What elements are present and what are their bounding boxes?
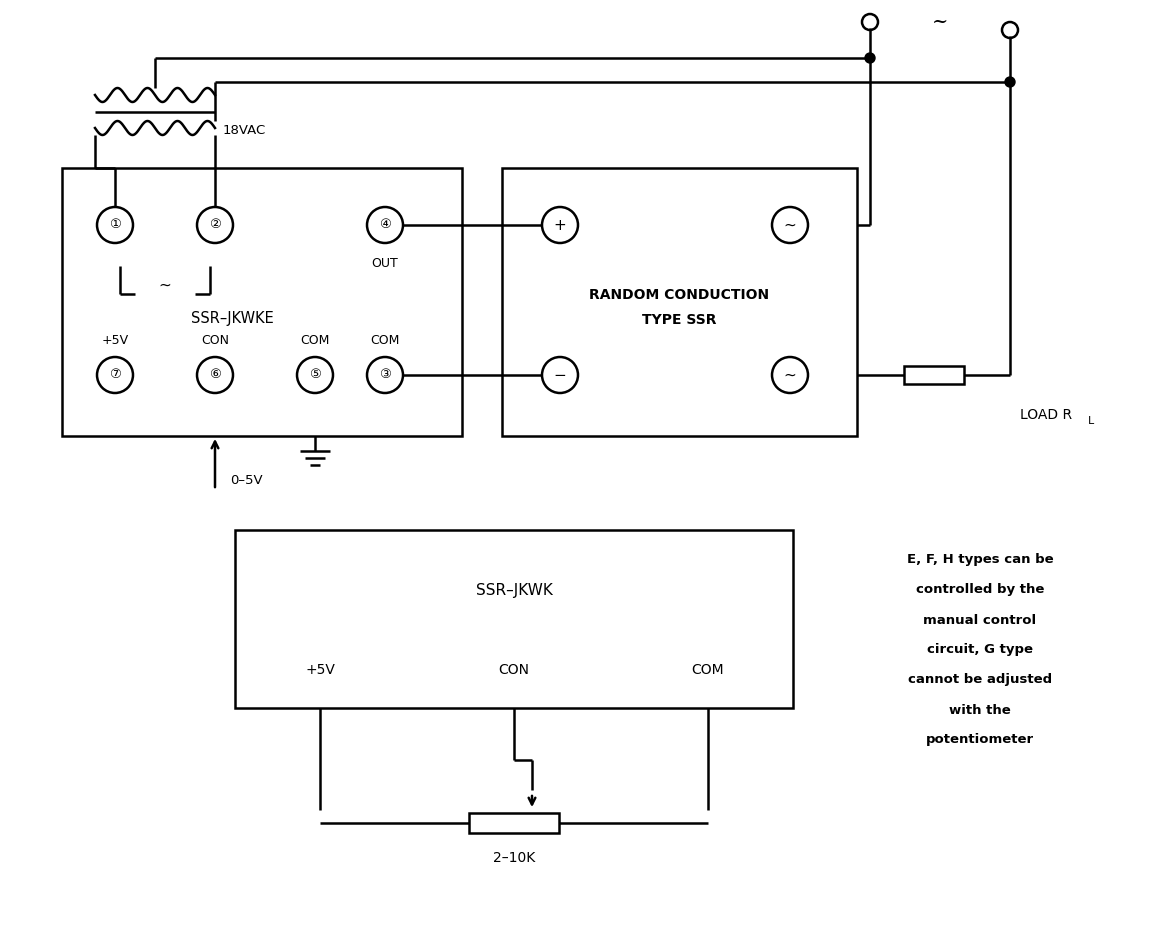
Text: ~: ~ [783, 367, 796, 383]
Text: TYPE SSR: TYPE SSR [642, 313, 716, 327]
Circle shape [772, 207, 808, 243]
Circle shape [197, 357, 233, 393]
Text: circuit, G type: circuit, G type [927, 644, 1033, 657]
Text: RANDOM CONDUCTION: RANDOM CONDUCTION [590, 288, 769, 302]
Circle shape [1005, 77, 1015, 87]
Text: ②: ② [209, 219, 221, 231]
Text: 18VAC: 18VAC [223, 125, 267, 137]
Text: ①: ① [109, 219, 121, 231]
Text: potentiometer: potentiometer [926, 733, 1034, 746]
Text: COM: COM [691, 663, 724, 677]
Circle shape [367, 207, 402, 243]
Text: E, F, H types can be: E, F, H types can be [906, 553, 1053, 566]
Text: with the: with the [949, 704, 1011, 717]
Text: LOAD R: LOAD R [1020, 408, 1072, 422]
Text: ③: ③ [380, 368, 391, 382]
Circle shape [367, 357, 402, 393]
Text: 2–10K: 2–10K [493, 851, 535, 865]
Bar [469, 813, 559, 833]
Circle shape [297, 357, 333, 393]
Text: 0–5V: 0–5V [230, 473, 262, 486]
Text: −: − [553, 367, 566, 383]
Circle shape [1002, 22, 1018, 38]
Text: ~: ~ [159, 277, 171, 292]
Bar [904, 366, 964, 384]
Text: ⑤: ⑤ [309, 368, 321, 382]
Text: COM: COM [370, 334, 400, 347]
Circle shape [197, 207, 233, 243]
Text: +: + [553, 217, 566, 232]
Bar [235, 530, 794, 708]
Text: manual control: manual control [923, 613, 1036, 626]
Text: OUT: OUT [371, 257, 398, 270]
Text: CON: CON [498, 663, 529, 677]
Circle shape [542, 207, 578, 243]
Text: ~: ~ [783, 217, 796, 232]
Text: ④: ④ [380, 219, 391, 231]
Circle shape [862, 14, 877, 30]
Text: CON: CON [201, 334, 229, 347]
Text: ~: ~ [932, 13, 949, 31]
Text: ⑦: ⑦ [109, 368, 121, 382]
Circle shape [865, 53, 875, 63]
Circle shape [97, 207, 133, 243]
Text: ⑥: ⑥ [209, 368, 221, 382]
Circle shape [97, 357, 133, 393]
Circle shape [542, 357, 578, 393]
Circle shape [772, 357, 808, 393]
Text: +5V: +5V [305, 663, 335, 677]
Bar [503, 168, 857, 436]
Text: COM: COM [300, 334, 330, 347]
Text: +5V: +5V [101, 334, 129, 347]
Text: L: L [1088, 416, 1095, 426]
Text: SSR–JKWKE: SSR–JKWKE [191, 310, 274, 326]
Text: cannot be adjusted: cannot be adjusted [908, 673, 1052, 686]
Text: controlled by the: controlled by the [915, 584, 1044, 597]
Text: SSR–JKWK: SSR–JKWK [476, 583, 552, 598]
Bar [62, 168, 462, 436]
